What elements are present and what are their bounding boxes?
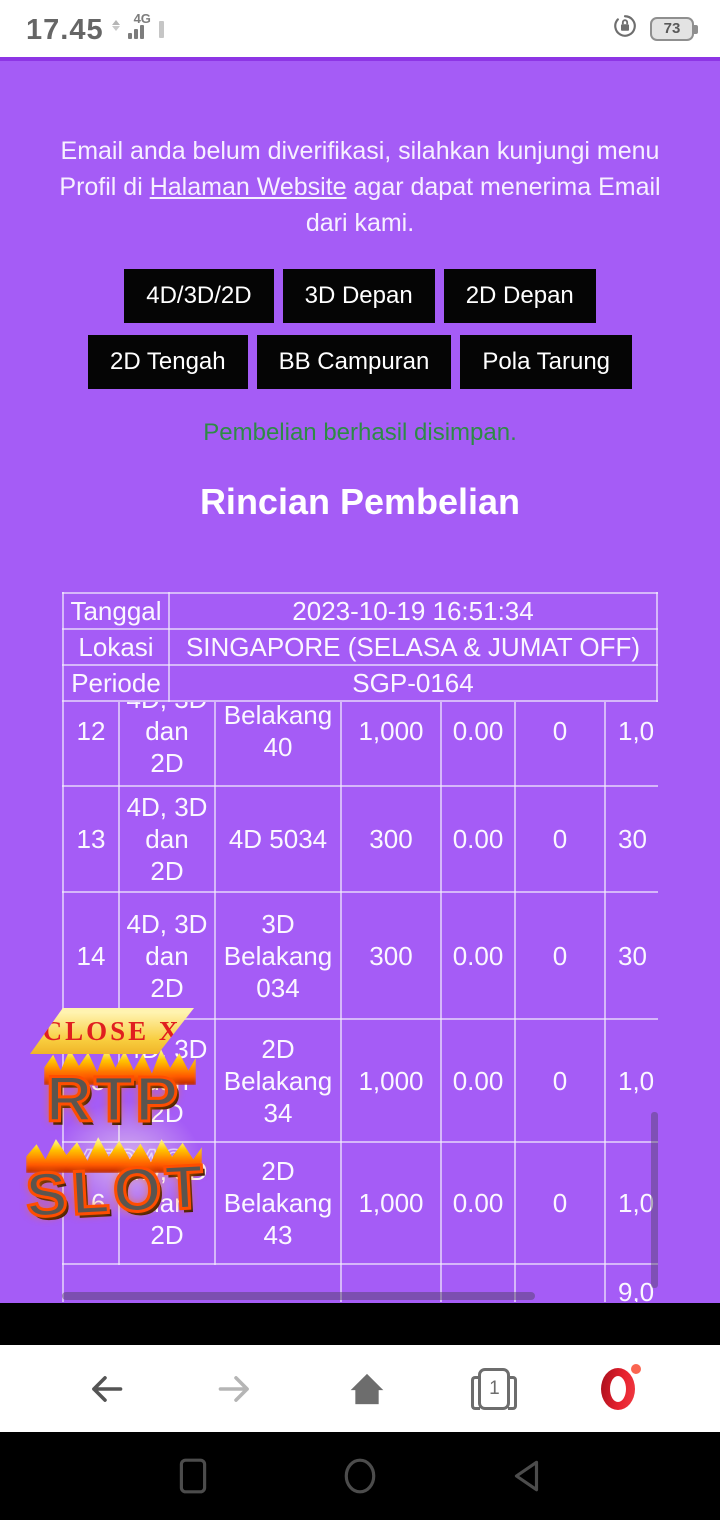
info-value: SINGAPORE (SELASA & JUMAT OFF) (168, 628, 658, 666)
total-extra-cell (514, 1263, 606, 1302)
home-circle-icon (344, 1458, 376, 1494)
home-button[interactable] (346, 1368, 388, 1410)
cell-total: 1,0 (604, 702, 658, 787)
info-label: Periode (62, 664, 170, 702)
purchase-info-table: Tanggal 2023-10-19 16:51:34 Lokasi SINGA… (62, 592, 658, 702)
ad-logo-line2: SLOT (23, 1151, 211, 1232)
cell-discount: 0.00 (440, 1141, 516, 1265)
cell-amount: 300 (340, 891, 442, 1020)
cell-type: 4D, 3D dan 2D (118, 891, 216, 1020)
total-row-spacer (62, 1263, 342, 1302)
opera-menu-button[interactable] (600, 1363, 641, 1410)
success-message: Pembelian berhasil disimpan. (203, 419, 517, 446)
total-discount-cell (440, 1263, 516, 1302)
recent-apps-button[interactable] (174, 1457, 212, 1495)
table-row: Tanggal 2023-10-19 16:51:34 (62, 592, 658, 630)
cell-amount: 1,000 (340, 1018, 442, 1143)
cell-discount: 0.00 (440, 1018, 516, 1143)
signal-strength-icon: 4G (127, 11, 151, 39)
horizontal-scrollbar[interactable] (62, 1292, 535, 1300)
cell-type: 4D, 3D dan 2D (118, 702, 216, 787)
website-page-link[interactable]: Halaman Website (149, 173, 347, 201)
home-nav-button[interactable] (341, 1457, 379, 1495)
email-verification-notice: Email anda belum diverifikasi, silahkan … (44, 133, 676, 241)
menu-button-bb-campuran[interactable]: BB Campuran (256, 335, 452, 389)
cell-extra: 0 (514, 1018, 606, 1143)
tab-switcher-button[interactable]: 1 (471, 1367, 518, 1410)
vertical-scrollbar[interactable] (651, 1112, 658, 1288)
ad-logo-line1: RTP (45, 1063, 180, 1135)
cell-amount: 1,000 (340, 1141, 442, 1265)
cell-bet: Belakang 40 (214, 702, 342, 787)
cell-type: 4D, 3D dan 2D (118, 785, 216, 893)
android-navigation-bar (0, 1432, 720, 1520)
cell-extra: 0 (514, 1141, 606, 1265)
rotation-lock-icon (612, 13, 638, 44)
cell-bet: 2D Belakang 43 (214, 1141, 342, 1265)
cell-extra: 0 (514, 702, 606, 787)
status-bar: 17.45 4G 73 (0, 0, 720, 57)
grand-total-cell: 9,0 (604, 1263, 658, 1302)
bet-type-menu: 4D/3D/2D 3D Depan 2D Depan 2D Tengah BB … (87, 269, 633, 389)
cell-bet: 3D Belakang 034 (214, 891, 342, 1020)
page-footer-strip (0, 1303, 720, 1345)
home-icon (350, 1373, 384, 1404)
info-value: SGP-0164 (168, 664, 658, 702)
cell-no: 13 (62, 785, 120, 893)
info-value: 2023-10-19 16:51:34 (168, 592, 658, 630)
cell-no: 14 (62, 891, 120, 1020)
back-button[interactable] (85, 1369, 125, 1409)
cell-no: 12 (62, 702, 120, 787)
notice-text-start: Email anda belum diverifikasi, silahkan … (59, 137, 660, 201)
cell-extra: 0 (514, 891, 606, 1020)
page-title: Rincian Pembelian (199, 481, 521, 522)
cell-discount: 0.00 (440, 785, 516, 893)
cell-bet: 2D Belakang 34 (214, 1018, 342, 1143)
menu-button-pola-tarung[interactable]: Pola Tarung (460, 335, 633, 389)
cell-total: 1,0 (604, 1018, 658, 1143)
menu-button-4d3d2d[interactable]: 4D/3D/2D (124, 269, 274, 323)
cell-discount: 0.00 (440, 702, 516, 787)
recents-square-icon (180, 1458, 207, 1494)
total-amount-cell (340, 1263, 442, 1302)
webpage-content: Email anda belum diverifikasi, silahkan … (0, 57, 720, 1303)
table-row: Lokasi SINGAPORE (SELASA & JUMAT OFF) (62, 628, 658, 666)
data-transfer-icon (111, 20, 120, 31)
table-row: 14 4D, 3D dan 2D 3D Belakang 034 300 0.0… (62, 891, 658, 1020)
tab-count: 1 (489, 1377, 500, 1399)
clock: 17.45 (26, 14, 104, 46)
cell-amount: 300 (340, 785, 442, 893)
cell-bet: 4D 5034 (214, 785, 342, 893)
opera-logo-icon (600, 1363, 641, 1410)
cell-total: 30 (604, 891, 658, 1020)
rtp-slot-ad-banner[interactable]: VEGAS RTP SLOT (22, 1041, 211, 1246)
battery-level: 73 (663, 20, 681, 37)
table-total-row: 9,0 (62, 1263, 658, 1302)
info-label: Tanggal (62, 592, 170, 630)
cell-amount: 1,000 (340, 702, 442, 787)
table-row: 12 4D, 3D dan 2D Belakang 40 1,000 0.00 … (62, 702, 658, 787)
cell-extra: 0 (514, 785, 606, 893)
cell-discount: 0.00 (440, 891, 516, 1020)
network-type-label: 4G (133, 11, 151, 26)
back-nav-button[interactable] (508, 1457, 546, 1495)
forward-button[interactable] (216, 1369, 256, 1409)
notice-text-end: agar dapat menerima Email dari kami. (305, 173, 661, 237)
info-label: Lokasi (62, 628, 170, 666)
browser-toolbar: 1 (0, 1345, 720, 1432)
battery-icon: 73 (650, 16, 698, 41)
table-row: 13 4D, 3D dan 2D 4D 5034 300 0.00 0 30 (62, 785, 658, 893)
table-row: Periode SGP-0164 (62, 664, 658, 702)
cell-total: 1,0 (604, 1141, 658, 1265)
menu-button-3d-depan[interactable]: 3D Depan (282, 269, 435, 323)
tabs-icon: 1 (471, 1367, 518, 1410)
cell-total: 30 (604, 785, 658, 893)
menu-button-2d-depan[interactable]: 2D Depan (443, 269, 596, 323)
back-triangle-icon (514, 1460, 538, 1492)
sim2-signal-icon (158, 21, 164, 38)
back-arrow-icon (92, 1375, 123, 1402)
menu-button-2d-tengah[interactable]: 2D Tengah (87, 335, 248, 389)
forward-arrow-icon (218, 1375, 249, 1402)
